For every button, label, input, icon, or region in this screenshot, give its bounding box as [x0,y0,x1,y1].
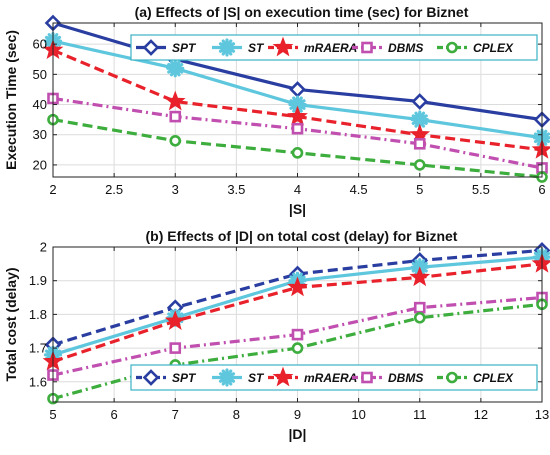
x-tick-label: 8 [233,407,240,422]
legend-label-mRAERA: mRAERA [304,371,357,385]
x-tick-label: 10 [351,407,365,422]
legend-item-DBMS: DBMS [352,371,423,385]
legend-marker-ST [217,38,237,57]
data-point-ST [288,95,307,114]
legend-item-SPT: SPT [136,369,197,386]
data-point-SPT [411,93,429,110]
data-point-ST [410,110,429,129]
data-point-CPLEX [413,311,426,324]
legend-marker-CPLEX [446,371,458,384]
legend-marker-SPT [142,39,160,56]
legend-marker-mRAERA [272,366,294,387]
y-tick-label: 2 [40,240,47,255]
y-tick-label: 1.8 [29,307,47,322]
x-tick-label: 5 [49,407,56,422]
x-tick-label: 4 [294,182,301,197]
legend-item-ST: ST [212,368,265,387]
data-point-CPLEX [291,342,304,354]
y-axis-label: Execution Time (sec) [3,30,19,170]
data-point-DBMS [169,342,182,354]
legend-label-CPLEX: CPLEX [473,41,514,55]
legend-item-CPLEX: CPLEX [437,371,514,385]
legend-box [130,34,538,61]
legend-marker-DBMS [361,41,373,54]
x-tick-label: 5 [416,182,423,197]
y-tick-label: 60 [33,37,47,52]
x-tick-label: 3.5 [227,182,245,197]
panel-b: (b) Effects of |D| on total cost (delay)… [3,228,550,442]
legend-item-SPT: SPT [136,39,197,56]
legend-label-ST: ST [248,371,265,385]
x-tick-label: 9 [294,407,301,422]
data-point-CPLEX [291,147,304,159]
data-point-mRAERA [164,310,186,330]
x-axis-label: |S| [289,201,306,217]
legend-marker-DBMS [361,371,373,384]
legend-label-DBMS: DBMS [388,371,423,385]
x-tick-label: 12 [474,407,488,422]
legend-label-SPT: SPT [172,41,197,55]
legend-marker-SPT [142,369,160,386]
x-tick-label: 3 [172,182,179,197]
y-tick-label: 1.7 [29,341,47,356]
data-point-DBMS [291,122,304,135]
y-tick-label: 40 [33,97,47,112]
data-point-DBMS [413,137,426,150]
y-tick-label: 30 [33,127,47,142]
legend: SPT ST mRAERA DBMS CPLEX [130,364,538,391]
data-point-DBMS [169,110,182,123]
y-tick-label: 20 [33,157,47,172]
legend-item-mRAERA: mRAERA [268,36,357,57]
legend-label-SPT: SPT [172,371,197,385]
x-tick-label: 2 [49,182,56,197]
x-tick-label: 6 [538,182,545,197]
y-axis-label: Total cost (delay) [3,267,19,381]
data-point-mRAERA [287,105,308,126]
x-tick-label: 2.5 [105,182,123,197]
legend-box [130,364,538,391]
data-point-CPLEX [413,159,426,171]
legend-label-DBMS: DBMS [388,41,423,55]
x-tick-label: 6 [111,407,118,422]
data-point-mRAERA [409,266,431,287]
y-tick-label: 1.9 [29,273,47,288]
x-tick-label: 7 [172,407,179,422]
x-tick-label: 11 [413,407,427,422]
data-point-CPLEX [169,134,182,147]
data-point-mRAERA [287,276,308,297]
legend-label-ST: ST [248,41,265,55]
data-point-mRAERA [164,90,186,111]
legend-item-CPLEX: CPLEX [437,41,514,55]
x-axis-label: |D| [289,426,307,442]
y-tick-label: 1.6 [29,374,47,389]
x-tick-label: 4.5 [350,182,368,197]
y-tick-label: 50 [33,67,47,82]
legend-label-CPLEX: CPLEX [473,371,514,385]
legend-item-DBMS: DBMS [352,41,423,55]
panel-a: (a) Effects of |S| on execution time (se… [3,4,550,217]
x-tick-label: 5.5 [472,182,490,197]
legend-item-ST: ST [212,38,265,57]
legend-marker-ST [217,368,237,387]
legend-marker-mRAERA [272,36,294,57]
chart-title: (a) Effects of |S| on execution time (se… [135,4,469,20]
x-tick-label: 13 [535,407,549,422]
legend-item-mRAERA: mRAERA [268,366,357,387]
chart-title: (b) Effects of |D| on total cost (delay)… [146,228,458,244]
legend-marker-CPLEX [446,41,458,54]
legend: SPT ST mRAERA DBMS CPLEX [130,34,538,61]
data-point-DBMS [291,328,304,341]
legend-label-mRAERA: mRAERA [304,41,357,55]
data-point-DBMS [413,301,426,314]
data-point-ST [166,59,185,78]
